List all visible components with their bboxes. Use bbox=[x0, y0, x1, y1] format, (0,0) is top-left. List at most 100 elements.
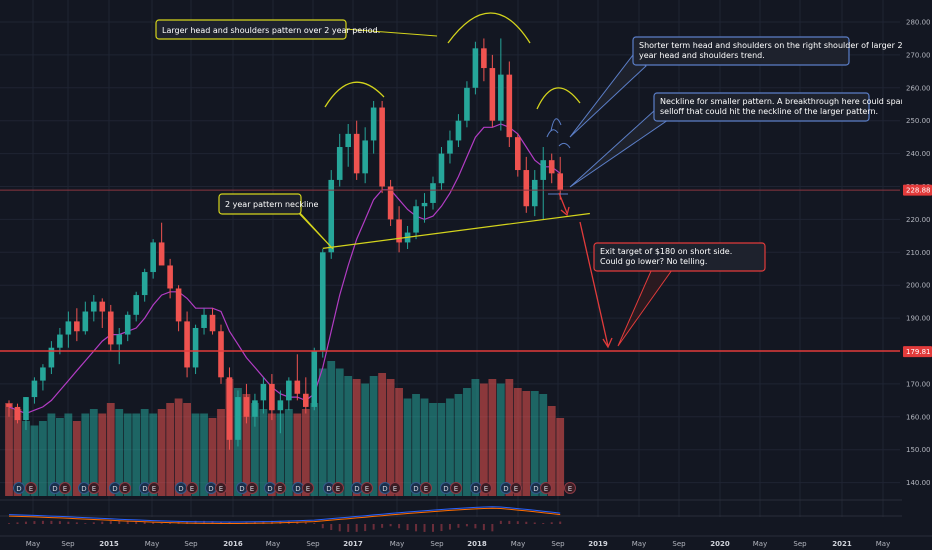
marker-letter: D bbox=[382, 485, 387, 493]
earnings-marker bbox=[186, 482, 198, 494]
month-label: Sep bbox=[551, 540, 565, 548]
price-badge-label: 228.88 bbox=[906, 187, 931, 195]
volume-bar bbox=[98, 413, 107, 496]
marker-letter: D bbox=[16, 485, 21, 493]
candle-body bbox=[498, 74, 504, 121]
volume-bar bbox=[505, 379, 514, 496]
candle-body bbox=[158, 242, 165, 266]
candle-body bbox=[243, 397, 250, 417]
candle-body bbox=[370, 107, 377, 141]
month-label: May bbox=[390, 540, 404, 548]
marker-letter: D bbox=[81, 485, 86, 493]
candle-body bbox=[430, 183, 436, 203]
candle-body bbox=[328, 179, 335, 253]
volume-bar bbox=[310, 403, 319, 496]
candle-body bbox=[184, 321, 190, 368]
callout-shorter-hs-text: Shorter term head and shoulders on the r… bbox=[639, 41, 903, 50]
candle-body bbox=[133, 295, 139, 315]
volume-bar bbox=[403, 398, 412, 496]
volume-bar bbox=[30, 425, 39, 496]
candle-body bbox=[481, 48, 487, 69]
month-label: Sep bbox=[793, 540, 807, 548]
earnings-marker bbox=[25, 482, 37, 494]
candle-body bbox=[413, 206, 419, 233]
year-label: 2021 bbox=[832, 540, 852, 548]
volume-bar bbox=[530, 391, 539, 496]
arrow-long bbox=[579, 221, 609, 347]
marker-letter: E bbox=[219, 485, 223, 493]
earnings-marker bbox=[450, 482, 462, 494]
year-label: 2020 bbox=[710, 540, 730, 548]
arrow-short bbox=[558, 192, 568, 214]
callouts: Larger head and shoulders pattern over 2… bbox=[155, 19, 916, 347]
volume-bar bbox=[479, 383, 488, 496]
candle-body bbox=[99, 301, 106, 312]
month-label: May bbox=[876, 540, 890, 548]
volume-bar bbox=[386, 379, 395, 496]
candle-body bbox=[540, 160, 547, 180]
marker-letter: E bbox=[29, 485, 33, 493]
marker-letter: E bbox=[336, 485, 340, 493]
price-tick-label: 150.00 bbox=[906, 446, 931, 454]
candle-body bbox=[379, 107, 385, 187]
month-label: Sep bbox=[61, 540, 75, 548]
candle-body bbox=[57, 334, 63, 348]
month-label: May bbox=[511, 540, 525, 548]
arrow-short-head bbox=[560, 206, 570, 217]
marker-letter: D bbox=[178, 485, 183, 493]
volume-bar bbox=[191, 413, 200, 496]
month-label: Sep bbox=[430, 540, 444, 548]
volume-bar bbox=[123, 413, 132, 496]
candle-body bbox=[336, 147, 343, 180]
volume-bar bbox=[446, 398, 454, 496]
candle-body bbox=[192, 327, 199, 368]
volume-bar bbox=[242, 394, 251, 496]
oscillator-line bbox=[8, 507, 561, 524]
volume-bar bbox=[513, 388, 522, 496]
candle-body bbox=[167, 265, 173, 289]
month-label: Sep bbox=[184, 540, 198, 548]
marker-letter: D bbox=[208, 485, 213, 493]
earnings-marker bbox=[59, 482, 71, 494]
callout-exit-target bbox=[593, 242, 766, 272]
marker-letter: D bbox=[142, 485, 147, 493]
candle-body bbox=[116, 334, 123, 345]
candle-body bbox=[489, 68, 496, 121]
volume-bar bbox=[47, 413, 56, 496]
price-tick-label: 170.00 bbox=[906, 380, 931, 388]
volume-bar bbox=[335, 368, 344, 496]
volume-bar bbox=[174, 398, 183, 496]
candle-body bbox=[31, 380, 38, 398]
volume-bar bbox=[284, 409, 293, 496]
callout-larger-hs-text: Larger head and shoulders pattern over 2… bbox=[162, 26, 380, 35]
left-shoulder-arc bbox=[324, 81, 385, 108]
volume-bar bbox=[106, 403, 115, 496]
earnings-marker bbox=[302, 482, 314, 494]
volume-bar bbox=[267, 413, 276, 496]
candle-body bbox=[91, 301, 97, 312]
volume-bar bbox=[72, 421, 81, 496]
volume-bar bbox=[369, 376, 378, 496]
marker-letter: E bbox=[454, 485, 458, 493]
earnings-marker bbox=[510, 482, 522, 494]
price-tick-label: 210.00 bbox=[906, 249, 931, 257]
candle-body bbox=[65, 321, 72, 335]
volume-bar bbox=[115, 409, 124, 496]
callout-pointer bbox=[344, 28, 438, 37]
volume-bar bbox=[539, 394, 548, 496]
candle-body bbox=[218, 331, 224, 378]
candle-body bbox=[14, 406, 21, 421]
candle-body bbox=[235, 397, 241, 440]
year-label: 2018 bbox=[467, 540, 487, 548]
candle-body bbox=[396, 219, 402, 243]
price-tick-label: 270.00 bbox=[906, 51, 931, 59]
candle-body bbox=[286, 380, 292, 401]
candle-body bbox=[40, 367, 46, 381]
pattern-lines bbox=[0, 12, 900, 352]
marker-letter: E bbox=[484, 485, 488, 493]
small-left-arc bbox=[546, 129, 559, 138]
candle-body bbox=[387, 186, 394, 220]
volume-bar bbox=[208, 418, 217, 496]
